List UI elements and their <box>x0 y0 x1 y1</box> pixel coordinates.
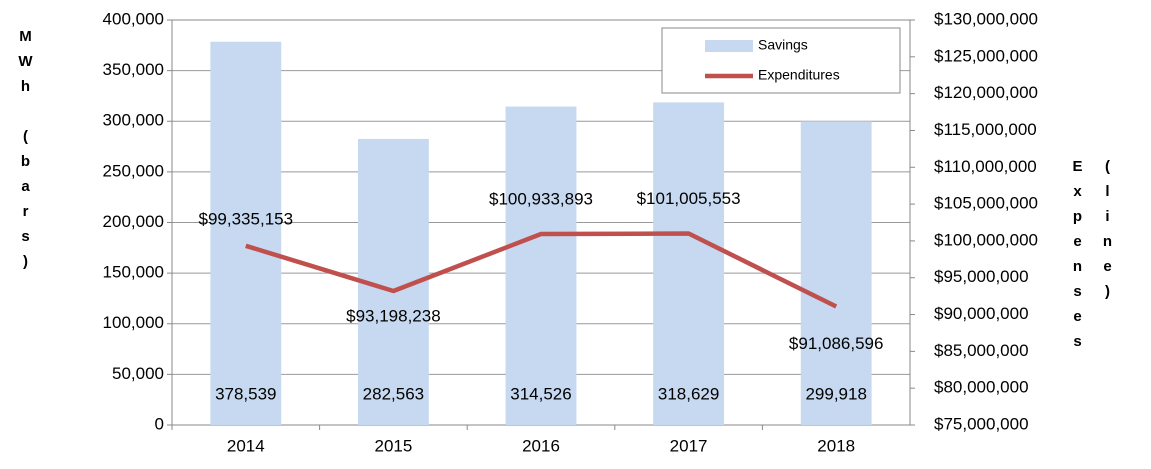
y2-tick-label: $125,000,000 <box>934 46 1038 65</box>
y-tick-label: 0 <box>155 414 164 433</box>
y2-tick-label: $105,000,000 <box>934 194 1038 213</box>
bar-value-label: 299,918 <box>805 384 866 403</box>
bar <box>505 106 577 426</box>
bar-value-label: 282,563 <box>363 384 424 403</box>
y-tick-label: 200,000 <box>103 212 164 231</box>
line-value-label: $100,933,893 <box>489 190 593 209</box>
y2-tick-label: $85,000,000 <box>934 341 1029 360</box>
bar <box>653 102 725 426</box>
bar-value-label: 318,629 <box>658 384 719 403</box>
y-tick-label: 50,000 <box>112 364 164 383</box>
legend-box <box>661 27 901 94</box>
y2-tick-label: $120,000,000 <box>934 83 1038 102</box>
y-tick-label: 350,000 <box>103 60 164 79</box>
y2-tick-label: $130,000,000 <box>934 9 1038 28</box>
legend-label: Savings <box>758 37 808 53</box>
legend-label: Expenditures <box>758 67 840 83</box>
y2-tick-label: $95,000,000 <box>934 267 1029 286</box>
line <box>245 231 838 309</box>
line-value-label: $93,198,238 <box>346 306 441 325</box>
y2-tick-label: $100,000,000 <box>934 230 1038 249</box>
y-tick-label: 400,000 <box>103 9 164 28</box>
x-tick-label: 2015 <box>374 436 412 455</box>
x-tick-label: 2014 <box>227 436 265 455</box>
x-tick-label: 2018 <box>817 436 855 455</box>
y2-tick-label: $80,000,000 <box>934 378 1029 397</box>
x-tick-label: 2016 <box>522 436 560 455</box>
y2-tick-label: $115,000,000 <box>934 120 1037 139</box>
y2-tick-label: $90,000,000 <box>934 304 1029 323</box>
y2-axis-label: Expenses (line) <box>1069 158 1116 358</box>
legend-swatch <box>705 40 753 52</box>
y2-tick-label: $75,000,000 <box>934 414 1029 433</box>
y-tick-label: 100,000 <box>103 313 164 332</box>
y-tick-label: 150,000 <box>103 263 164 282</box>
bar <box>210 41 282 426</box>
bar-value-label: 378,539 <box>215 384 276 403</box>
y-tick-label: 250,000 <box>103 161 164 180</box>
y2-tick-label: $110,000,000 <box>934 157 1037 176</box>
line-value-label: $91,086,596 <box>789 334 884 353</box>
bar <box>800 121 872 426</box>
y-axis-label: MWh (bars) <box>17 28 34 278</box>
line-value-label: $101,005,553 <box>637 189 741 208</box>
line-value-label: $99,335,153 <box>199 209 294 228</box>
y-tick-label: 300,000 <box>103 111 164 130</box>
bar-value-label: 314,526 <box>510 384 571 403</box>
x-tick-label: 2017 <box>670 436 708 455</box>
